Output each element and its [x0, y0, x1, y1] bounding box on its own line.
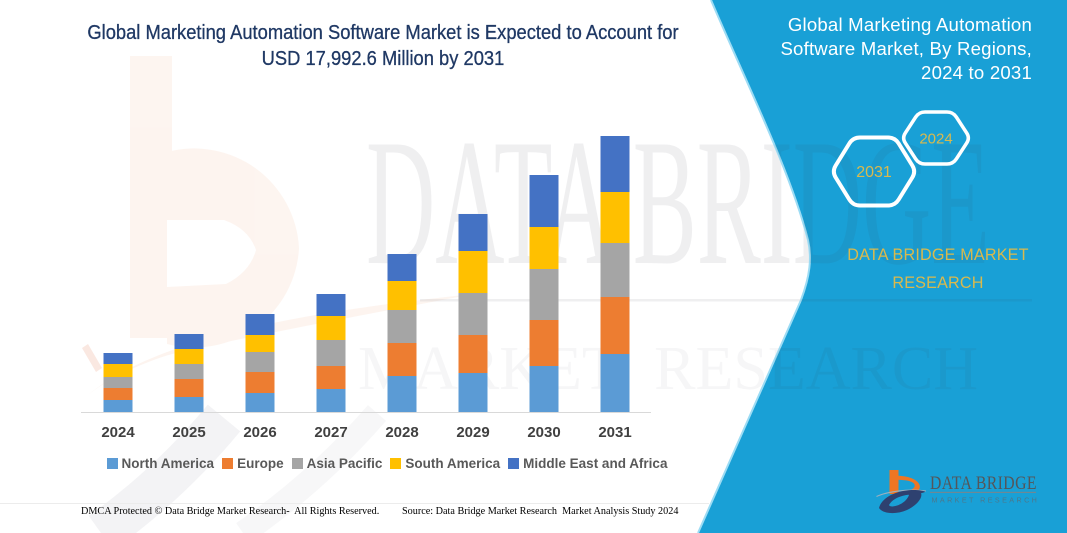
svg-text:DATA BRIDGE: DATA BRIDGE	[930, 473, 1037, 493]
svg-text:MARKET RESEARCH: MARKET RESEARCH	[932, 496, 1040, 505]
svg-text:2024: 2024	[919, 131, 952, 148]
svg-text:2031: 2031	[856, 164, 892, 181]
